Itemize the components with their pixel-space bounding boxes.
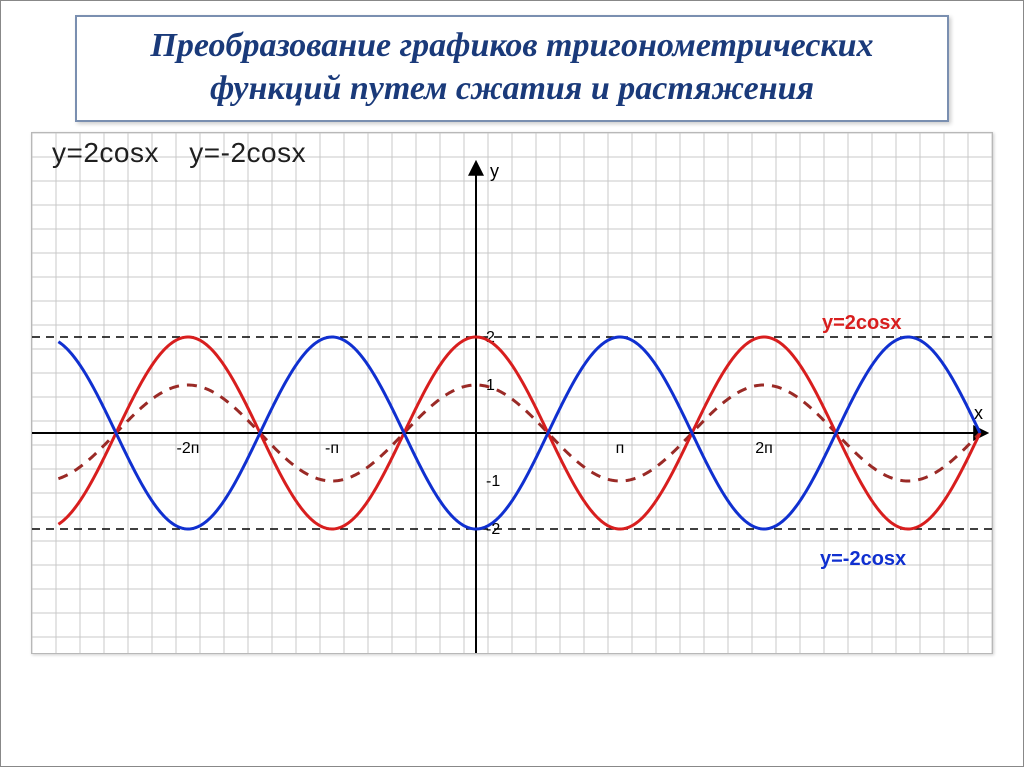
slide: Преобразование графиков тригонометрическ… (0, 0, 1024, 767)
formula-2: y=-2cosx (189, 137, 306, 168)
x-tick-label: п (616, 440, 625, 457)
formula-bar: y=2cosx y=-2cosx (52, 137, 306, 169)
page-title: Преобразование графиков тригонометрическ… (97, 25, 927, 110)
x-tick-label: 2п (755, 440, 773, 457)
x-tick-label: -2п (177, 440, 200, 457)
formula-1: y=2cosx (52, 137, 159, 168)
grid (32, 133, 992, 653)
y-axis-label: y (490, 161, 499, 181)
y-tick-label: -1 (486, 473, 500, 490)
x-tick-label: -п (325, 440, 339, 457)
title-box: Преобразование графиков тригонометрическ… (75, 15, 949, 122)
chart-svg: yx-2п-пп2п21-1-2y=2cosxy=-2cosx (32, 133, 992, 653)
curve-label-2cosx: y=2cosx (822, 312, 902, 334)
curve-label--2cosx: y=-2cosx (820, 548, 906, 570)
chart-container: y=2cosx y=-2cosx yx-2п-пп2п21-1-2y=2cosx… (31, 132, 993, 654)
